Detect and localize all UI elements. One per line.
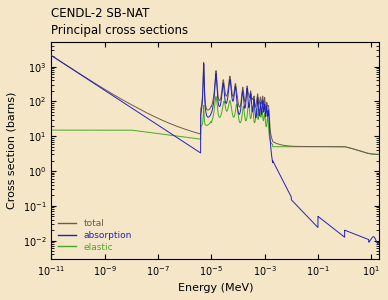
Legend: total, absorption, elastic: total, absorption, elastic — [56, 217, 135, 254]
Text: CENDL-2 SB-NAT
Principal cross sections: CENDL-2 SB-NAT Principal cross sections — [51, 7, 188, 37]
Y-axis label: Cross section (barns): Cross section (barns) — [7, 92, 17, 209]
X-axis label: Energy (MeV): Energy (MeV) — [178, 283, 253, 293]
